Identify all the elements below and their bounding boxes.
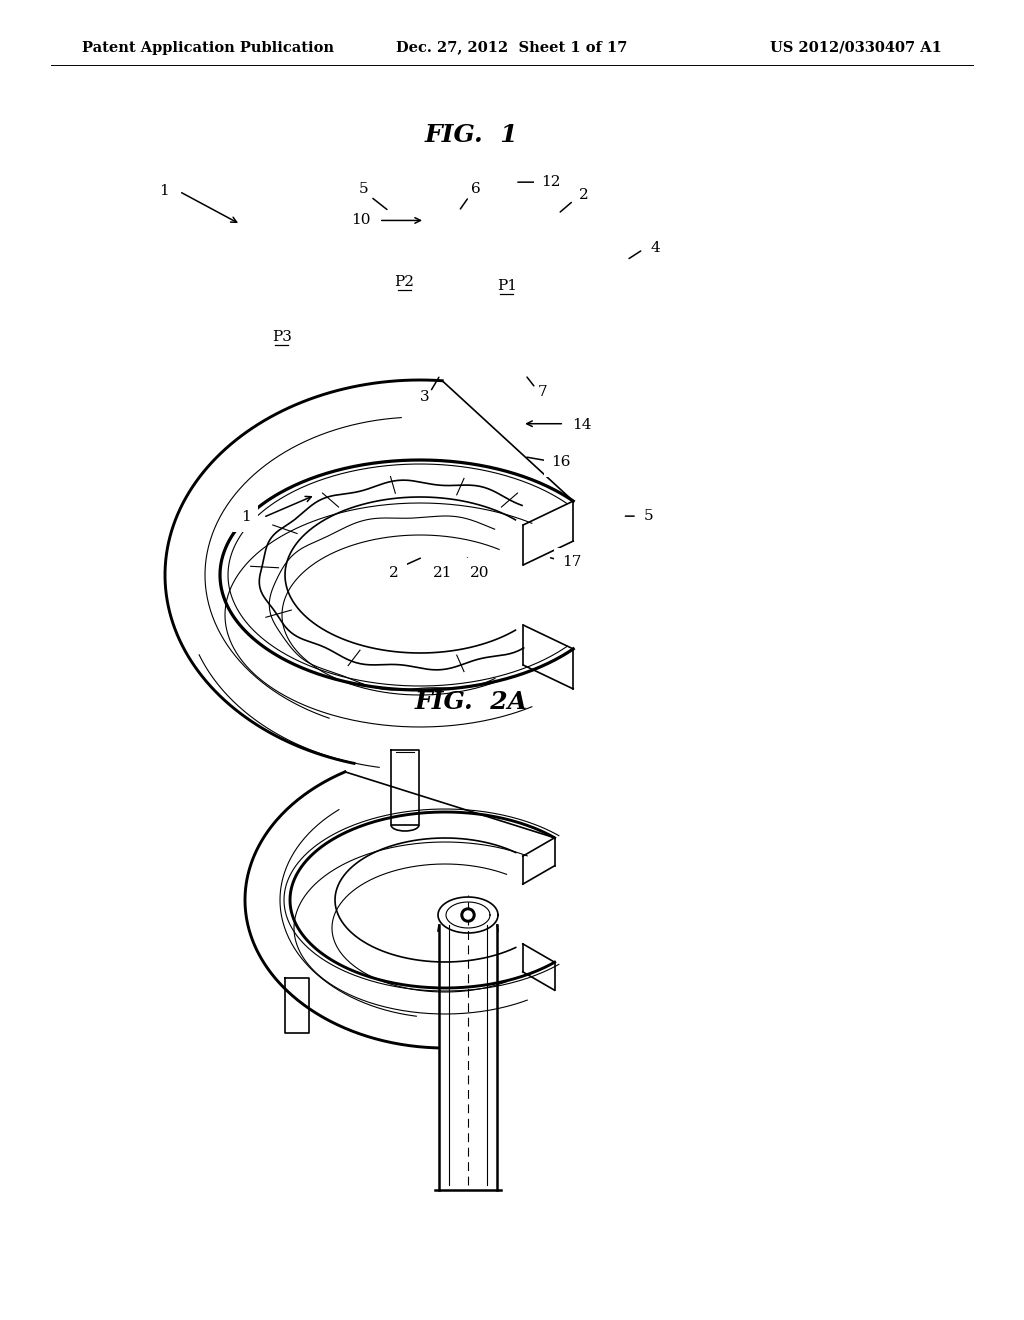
Text: FIG.  1: FIG. 1	[424, 123, 518, 147]
Text: 12: 12	[541, 176, 561, 189]
Text: 21: 21	[432, 566, 453, 579]
Text: 20: 20	[469, 566, 489, 579]
Text: FIG.  2A: FIG. 2A	[415, 690, 527, 714]
Text: 4: 4	[650, 242, 660, 255]
Text: 1: 1	[241, 511, 251, 524]
Circle shape	[464, 911, 472, 919]
Text: Dec. 27, 2012  Sheet 1 of 17: Dec. 27, 2012 Sheet 1 of 17	[396, 41, 628, 54]
Circle shape	[461, 908, 475, 921]
Text: P2: P2	[394, 276, 415, 289]
Text: 2: 2	[389, 566, 399, 579]
Text: 5: 5	[358, 182, 369, 195]
Text: 17: 17	[562, 556, 581, 569]
Text: 7: 7	[538, 385, 548, 399]
Text: Patent Application Publication: Patent Application Publication	[82, 41, 334, 54]
Text: P3: P3	[271, 330, 292, 343]
Text: US 2012/0330407 A1: US 2012/0330407 A1	[770, 41, 942, 54]
Text: P1: P1	[497, 280, 517, 293]
Text: 3: 3	[420, 391, 430, 404]
Text: 6: 6	[471, 182, 481, 195]
Text: 10: 10	[350, 214, 371, 227]
Text: 1: 1	[159, 185, 169, 198]
Text: 5: 5	[643, 510, 653, 523]
Text: 16: 16	[551, 455, 571, 469]
Text: 2: 2	[579, 189, 589, 202]
Text: 14: 14	[571, 418, 592, 432]
